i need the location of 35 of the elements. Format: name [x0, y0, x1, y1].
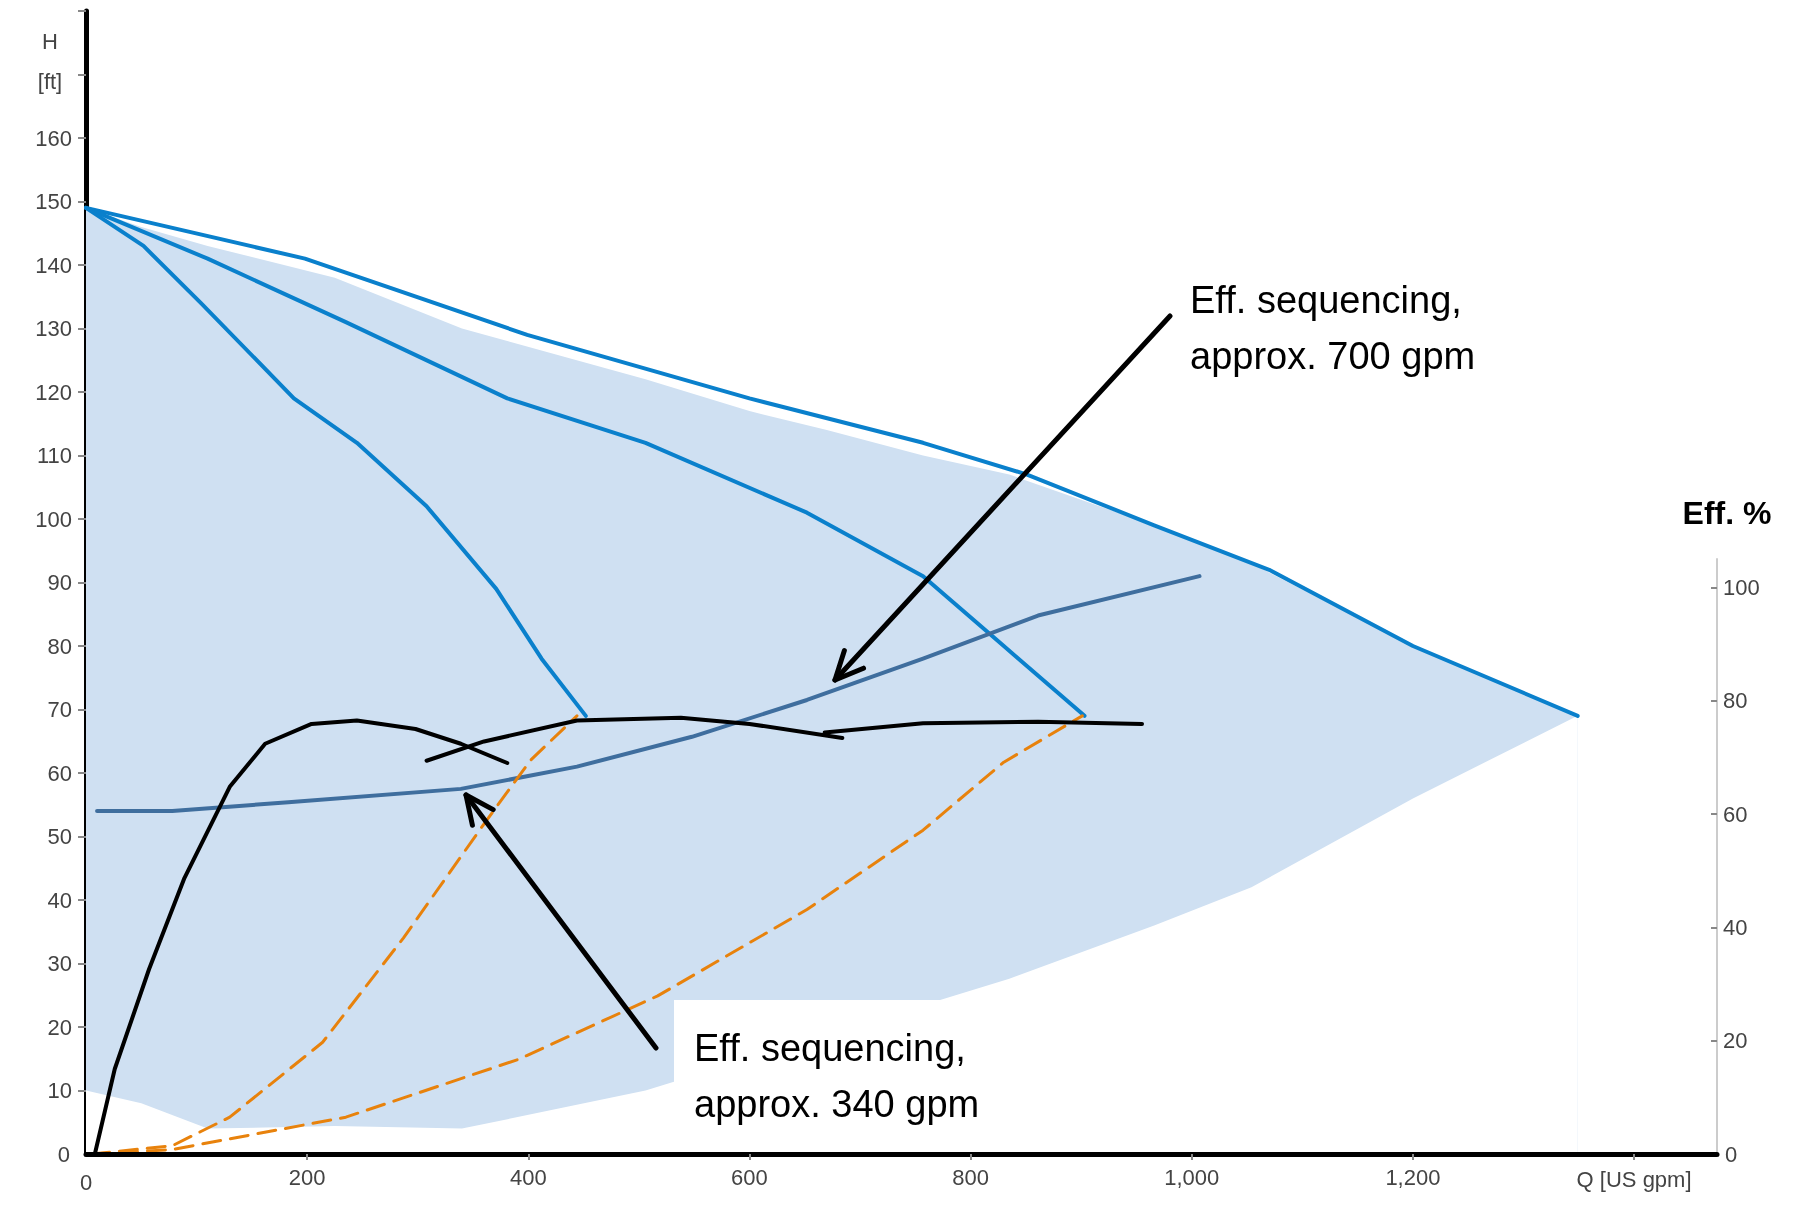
- y-tick-label: 140: [35, 252, 72, 278]
- y-axis-title: H [ft]: [37, 29, 63, 95]
- y-tick-label: 80: [47, 633, 72, 659]
- x-tick-label: 400: [509, 1164, 547, 1190]
- y2-tick-label: 80: [1723, 688, 1748, 714]
- y-tick-label: 120: [35, 379, 72, 405]
- x-tick-label: 600: [731, 1164, 768, 1190]
- y-tick-label: 70: [47, 697, 72, 722]
- x-tick-label: 1,200: [1385, 1164, 1441, 1190]
- annotation: Eff. sequencing, approx. 340 gpm: [694, 1027, 980, 1125]
- y-tick-label: 60: [47, 760, 72, 786]
- y-tick-label: 40: [47, 887, 72, 913]
- y2-tick-label: 40: [1723, 914, 1748, 940]
- x-axis-title: Q [US gpm]: [1576, 1166, 1692, 1192]
- y2-tick-label: 100: [1723, 574, 1760, 600]
- y-tick-label: 110: [36, 443, 72, 468]
- y2-tick-label: 20: [1723, 1028, 1748, 1054]
- y-tick-label: 90: [47, 570, 72, 595]
- y-tick-label: 30: [47, 951, 72, 976]
- annotation: Eff. sequencing, approx. 700 gpm: [1190, 279, 1476, 377]
- y-tick-label: 130: [35, 316, 72, 341]
- x-tick-label: 200: [288, 1164, 326, 1190]
- y-tick-label: 0: [57, 1141, 70, 1167]
- x-tick-label: 0: [79, 1169, 93, 1195]
- y-tick-label: 20: [47, 1014, 72, 1040]
- y-tick-label: 150: [35, 189, 72, 214]
- y-tick-label: 50: [47, 824, 72, 849]
- y2-axis-title: Eff. %: [1682, 495, 1772, 531]
- x-tick-label: 800: [952, 1164, 989, 1190]
- x-tick-label: 1,000: [1164, 1164, 1220, 1190]
- y2-tick-label: 60: [1723, 801, 1748, 827]
- y-tick-label: 10: [47, 1078, 72, 1103]
- y-tick-label: 160: [35, 125, 72, 151]
- y2-tick-label: 0: [1725, 1141, 1738, 1167]
- y-tick-label: 100: [35, 506, 72, 532]
